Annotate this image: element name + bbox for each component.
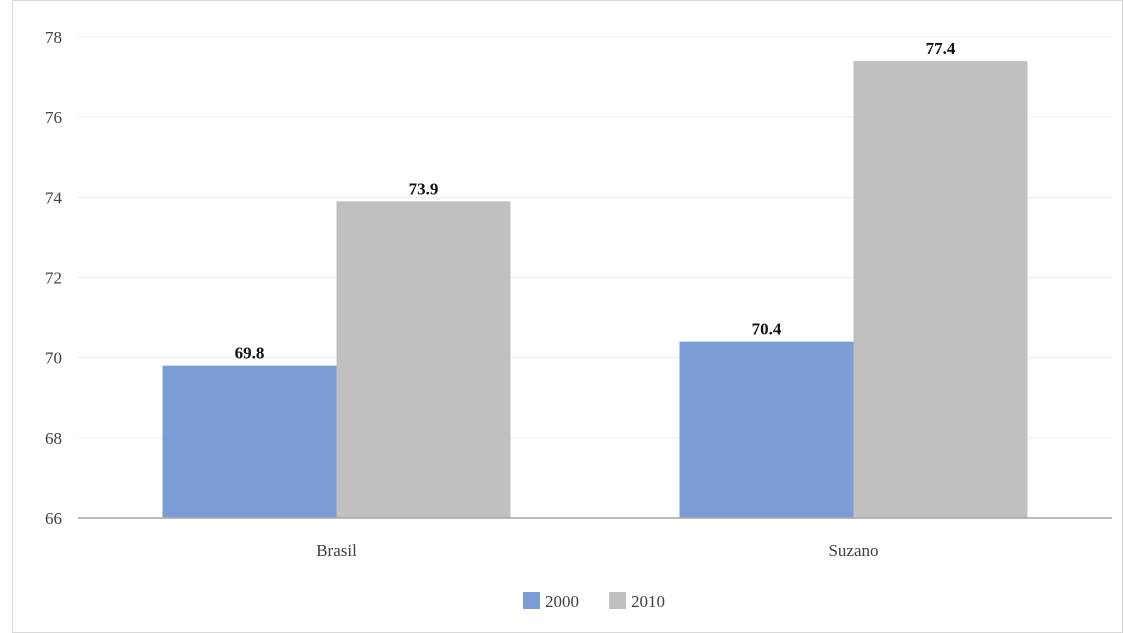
legend: 2000 2010 [523,592,665,611]
data-labels: 69.8 73.9 70.4 77.4 [235,39,956,363]
y-tick-label: 78 [45,28,62,47]
y-tick-label: 74 [45,188,63,207]
legend-swatch-2000 [523,592,540,609]
legend-label-2000: 2000 [545,592,579,611]
y-tick-label: 70 [45,349,62,368]
bar-2010-brasil [336,201,511,518]
y-tick-label: 68 [45,429,62,448]
bar-2010-suzano [853,61,1028,519]
x-axis-category-labels: Brasil Suzano [316,541,878,560]
x-category-label: Brasil [316,541,357,560]
y-tick-label: 76 [45,108,62,127]
data-label-2000-brasil: 69.8 [235,344,265,363]
data-label-2000-suzano: 70.4 [752,320,782,339]
legend-label-2010: 2010 [631,592,665,611]
bars [162,61,1028,519]
bar-2000-suzano [679,341,854,518]
y-tick-label: 66 [45,509,62,528]
x-category-label: Suzano [828,541,878,560]
legend-swatch-2010 [609,592,626,609]
y-tick-label: 72 [45,269,62,288]
bar-2000-brasil [162,365,337,518]
y-axis-tick-labels: 66 68 70 72 74 76 78 [45,28,63,528]
data-label-2010-brasil: 73.9 [409,179,439,198]
data-label-2010-suzano: 77.4 [926,39,956,58]
